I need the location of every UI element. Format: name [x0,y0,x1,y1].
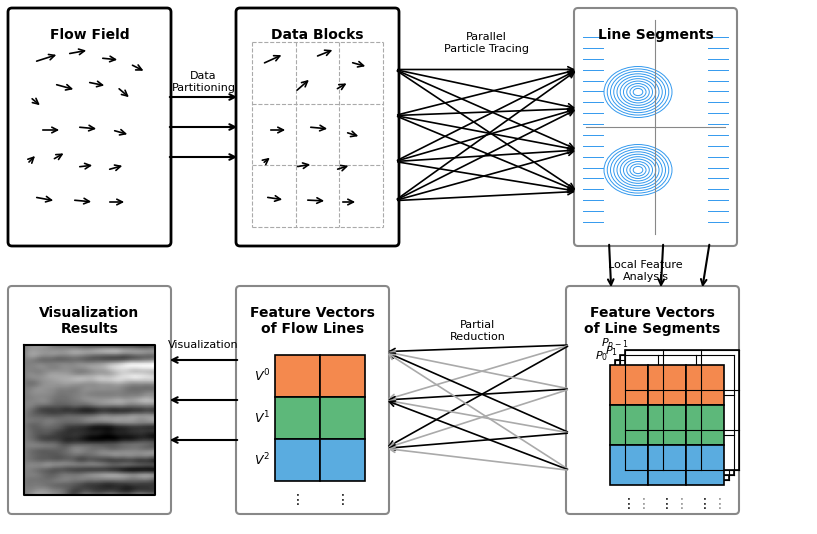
Bar [320,355,365,397]
Text: $P_1$: $P_1$ [605,344,618,358]
FancyBboxPatch shape [566,286,739,514]
Text: ⋮: ⋮ [675,497,689,511]
Bar [610,365,648,405]
Bar [686,445,724,485]
Text: Feature Vectors
of Flow Lines: Feature Vectors of Flow Lines [250,306,375,336]
Bar [686,365,724,405]
Bar [615,360,729,480]
Text: $P_0$: $P_0$ [595,349,608,363]
Text: Local Feature
Analysis: Local Feature Analysis [608,260,683,281]
Text: Data Blocks: Data Blocks [271,28,364,42]
Bar [648,365,686,405]
Bar [610,445,648,485]
Bar [686,405,724,445]
Text: ⋮: ⋮ [622,497,636,511]
FancyBboxPatch shape [236,8,399,246]
Text: $P_{p-1}$: $P_{p-1}$ [600,336,628,353]
FancyBboxPatch shape [236,286,389,514]
Text: Line Segments: Line Segments [597,28,713,42]
Bar [620,355,734,475]
Bar [320,439,365,481]
Bar [275,397,320,439]
Bar [275,355,320,397]
Text: $V^2$: $V^2$ [254,452,270,468]
Text: ⋮: ⋮ [660,497,674,511]
FancyBboxPatch shape [574,8,737,246]
Bar [275,439,320,481]
FancyBboxPatch shape [8,286,171,514]
Text: ⋮: ⋮ [713,497,727,511]
Text: $V^1$: $V^1$ [254,410,270,426]
Bar [648,445,686,485]
Text: ⋮: ⋮ [291,493,305,507]
Bar [610,405,648,445]
Text: Visualization
Results: Visualization Results [39,306,140,336]
Bar [625,350,739,470]
Text: Flow Field: Flow Field [50,28,129,42]
Bar [648,405,686,445]
FancyBboxPatch shape [8,8,171,246]
Text: ⋮: ⋮ [637,497,651,511]
Text: ⋮: ⋮ [336,493,350,507]
Text: ⋮: ⋮ [698,497,712,511]
Text: Data
Partitioning: Data Partitioning [172,71,235,93]
Text: Partial
Reduction: Partial Reduction [449,320,506,342]
Text: Feature Vectors
of Line Segments: Feature Vectors of Line Segments [584,306,721,336]
Text: Visualization: Visualization [168,340,239,350]
Text: Parallel
Particle Tracing: Parallel Particle Tracing [444,32,529,53]
Bar [320,397,365,439]
Text: $V^0$: $V^0$ [253,368,270,384]
